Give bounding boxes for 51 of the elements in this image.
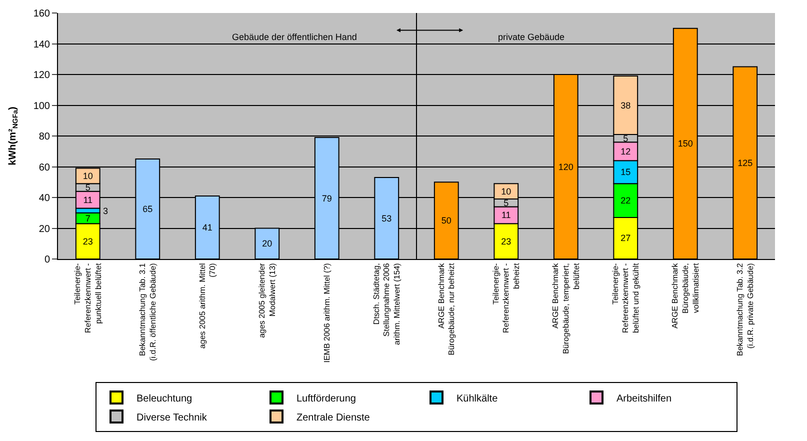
data-label: 12 (620, 146, 631, 156)
legend-label: Beleuchtung (136, 393, 192, 404)
data-label: 27 (620, 233, 631, 244)
data-label: 5 (85, 182, 90, 193)
legend-label: Zentrale Dienste (296, 412, 370, 424)
x-tick-label: Teilenergie- Referenzkennwert - punktuell belüftet (73, 262, 103, 334)
y-tick-label: 60 (38, 162, 50, 174)
data-label: 23 (501, 236, 512, 246)
y-tick-label: 140 (33, 39, 50, 50)
data-label: 50 (441, 216, 452, 226)
x-tick-label: IEMB 2006 arithm. Mittel (?) (322, 262, 332, 363)
legend-label: Luftförderung (296, 393, 356, 404)
data-label: 15 (620, 167, 631, 178)
x-tick-label: Bekanntmachung Tab. 3.1 (i.d.R. öffentliche Gebäude) (138, 262, 158, 361)
annotation: private Gebäude (498, 32, 565, 42)
x-tick-label: ARGE Benchmark Bürogebäude, temperiert, belüftet (551, 262, 581, 354)
data-label: 10 (82, 170, 93, 181)
y-tick-label: 0 (44, 254, 50, 266)
y-tick-label: 100 (33, 100, 50, 112)
y-tick-label: 80 (38, 132, 50, 142)
data-label: 53 (382, 213, 392, 224)
data-label: 5 (504, 198, 509, 208)
data-label: 65 (142, 204, 153, 214)
data-label: 41 (202, 222, 212, 232)
data-label: 120 (558, 162, 574, 172)
data-label: 38 (620, 100, 631, 110)
y-tick-label: 40 (38, 193, 50, 204)
y-tick-label: 20 (38, 224, 50, 235)
data-label: 22 (620, 196, 631, 206)
data-label: 11 (501, 210, 511, 220)
legend-label: Kühlkälte (456, 393, 498, 404)
x-tick-label: Teilenergie- Referenzkennwert - beheizt (491, 262, 522, 334)
data-label: 79 (322, 193, 332, 204)
x-tick-label: ages 2005 arithm. Mittel (70) (198, 262, 218, 349)
annotation: Gebäude der öffentlichen Hand (232, 32, 357, 42)
legend-label: Arbeitshilfen (616, 393, 672, 404)
data-label: 11 (83, 194, 93, 205)
y-tick-label: 120 (33, 70, 50, 81)
x-tick-label: ages 2005 gleitender Modalwert (13) (258, 262, 277, 338)
x-tick-label: Bekanntmachung Tab. 3.2 (i.d.R. private Gebäude) (736, 262, 755, 356)
legend-label: Diverse Technik (136, 412, 208, 424)
data-label: 23 (82, 236, 93, 246)
data-label: 10 (501, 186, 512, 196)
x-tick-label: Dtsch. Städtetag, Stellungnahme 2006 arithm. Mittelwert (154) (372, 262, 402, 345)
data-label: 125 (738, 158, 753, 168)
data-label: 3 (103, 206, 108, 216)
y-tick-label: 160 (33, 8, 50, 20)
data-label: 7 (85, 213, 90, 224)
data-label: 20 (262, 238, 272, 249)
data-label: 150 (678, 138, 693, 149)
data-label: 5 (623, 133, 628, 144)
